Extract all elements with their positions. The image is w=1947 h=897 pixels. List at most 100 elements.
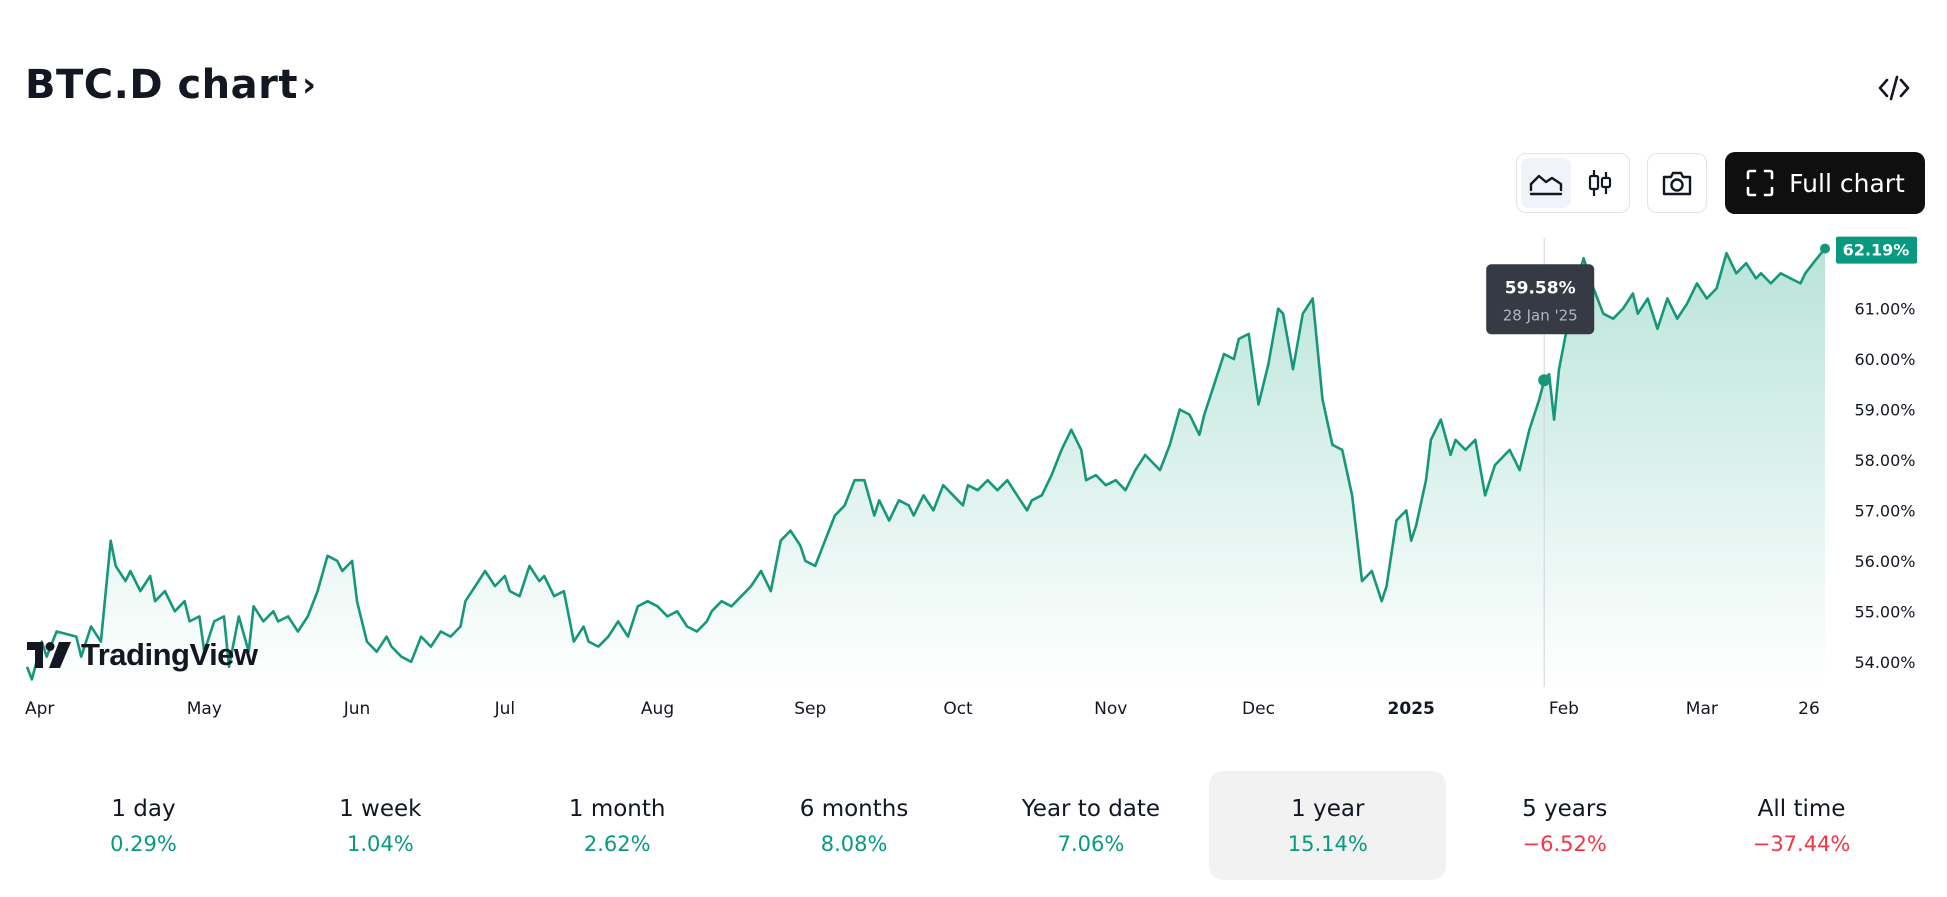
tradingview-logo[interactable]: TradingView xyxy=(27,637,258,673)
tradingview-logo-icon xyxy=(27,642,71,668)
period-tab[interactable]: 1 month 2.62% xyxy=(499,771,736,880)
series-point xyxy=(149,575,151,577)
series-point xyxy=(804,560,806,562)
y-tick-label: 55.00% xyxy=(1854,602,1915,621)
btc-dominance-chart[interactable]: 54.00% 55.00% 56.00% 57.00% 58.00% 59.00% 60.0… xyxy=(0,230,1947,730)
series-point xyxy=(198,615,200,617)
series-point xyxy=(366,640,368,642)
series-point xyxy=(494,585,496,587)
series-point xyxy=(1060,449,1062,451)
series-point xyxy=(65,633,67,635)
series-point xyxy=(1257,403,1259,405)
series-point xyxy=(1041,494,1043,496)
y-tick-label: 61.00% xyxy=(1854,300,1915,319)
series-point xyxy=(656,605,658,607)
series-point xyxy=(129,570,131,572)
period-tab[interactable]: 5 years −6.52% xyxy=(1446,771,1683,880)
series-point xyxy=(1405,509,1407,511)
tooltip: 59.58% 28 Jan '25 xyxy=(1486,264,1595,335)
series-point xyxy=(760,570,762,572)
screenshot-button[interactable] xyxy=(1647,153,1707,213)
period-tab[interactable]: 1 week 1.04% xyxy=(262,771,499,880)
series-point xyxy=(1538,398,1540,400)
series-point xyxy=(952,494,954,496)
series-point xyxy=(1031,499,1033,501)
candlestick-chart-button[interactable] xyxy=(1575,158,1625,208)
expand-icon xyxy=(1746,169,1774,197)
series-point xyxy=(188,620,190,622)
series-point xyxy=(789,529,791,531)
period-label: All time xyxy=(1757,795,1846,822)
x-axis: Apr May Jun Jul Aug Sep Oct Nov Dec 2025 Feb Mar 26 xyxy=(25,699,1820,719)
area-chart-button[interactable] xyxy=(1521,158,1571,208)
series-point xyxy=(55,630,57,632)
series-point xyxy=(1203,413,1205,415)
series-point xyxy=(553,595,555,597)
x-tick-label: Dec xyxy=(1242,699,1275,719)
embed-code-button[interactable] xyxy=(1875,70,1913,106)
series-point xyxy=(124,580,126,582)
series-point xyxy=(164,590,166,592)
performance-periods: 1 day 0.29% 1 week 1.04% 1 month 2.62% 6 month… xyxy=(25,771,1920,880)
series-point xyxy=(351,560,353,562)
period-change: 2.62% xyxy=(583,831,651,856)
series-point xyxy=(1006,479,1008,481)
period-tab[interactable]: 1 year 15.14% xyxy=(1209,771,1447,880)
x-tick-label: 26 xyxy=(1798,699,1820,719)
period-change: −6.52% xyxy=(1522,831,1607,856)
series-point xyxy=(528,565,530,567)
series-point xyxy=(563,590,565,592)
series-point xyxy=(1026,509,1028,511)
series-point xyxy=(912,514,914,516)
series-point xyxy=(686,625,688,627)
last-point xyxy=(1820,243,1830,254)
series-point xyxy=(607,635,609,637)
x-tick-label: Sep xyxy=(794,699,826,719)
series-point xyxy=(272,610,274,612)
y-tick-label: 59.00% xyxy=(1854,401,1915,420)
series-point xyxy=(1105,484,1107,486)
period-tab[interactable]: 6 months 8.08% xyxy=(736,771,973,880)
series-point xyxy=(1233,358,1235,360)
series-point xyxy=(799,545,801,547)
series-point xyxy=(1351,494,1353,496)
series-point xyxy=(1745,262,1747,264)
hover-point xyxy=(1538,374,1551,387)
series-point xyxy=(252,605,254,607)
page-title[interactable]: BTC.D chart › xyxy=(25,62,317,108)
x-tick-label: Feb xyxy=(1549,699,1579,719)
series-point xyxy=(1464,449,1466,451)
series-point xyxy=(420,635,422,637)
series-point xyxy=(1149,459,1151,461)
period-tab[interactable]: All time −37.44% xyxy=(1683,771,1920,880)
series-point xyxy=(1134,469,1136,471)
period-label: 1 week xyxy=(339,795,422,822)
area-chart-icon xyxy=(1529,174,1563,196)
camera-icon xyxy=(1662,171,1692,196)
series-point xyxy=(1548,373,1550,375)
series-point xyxy=(1198,434,1200,436)
series-point xyxy=(504,575,506,577)
series-point xyxy=(1696,282,1698,284)
series-point xyxy=(1415,524,1417,526)
series-point xyxy=(287,615,289,617)
series-point xyxy=(1755,277,1757,279)
series-point xyxy=(1085,479,1087,481)
series-point xyxy=(1706,297,1708,299)
series-point xyxy=(1425,479,1427,481)
chart-style-toggle xyxy=(1516,153,1630,213)
series-point xyxy=(484,570,486,572)
series-point xyxy=(1292,368,1294,370)
series-point xyxy=(1632,292,1634,294)
series-point xyxy=(1725,252,1727,254)
full-chart-button[interactable]: Full chart xyxy=(1725,152,1925,214)
period-tab[interactable]: 1 day 0.29% xyxy=(25,771,262,880)
x-tick-label: 2025 xyxy=(1388,699,1435,719)
period-tab[interactable]: Year to date 7.06% xyxy=(973,771,1210,880)
period-change: 15.14% xyxy=(1287,831,1368,856)
series-point xyxy=(996,489,998,491)
series-point xyxy=(942,484,944,486)
series-point xyxy=(1770,282,1772,284)
series-point xyxy=(183,600,185,602)
series-point xyxy=(376,650,378,652)
